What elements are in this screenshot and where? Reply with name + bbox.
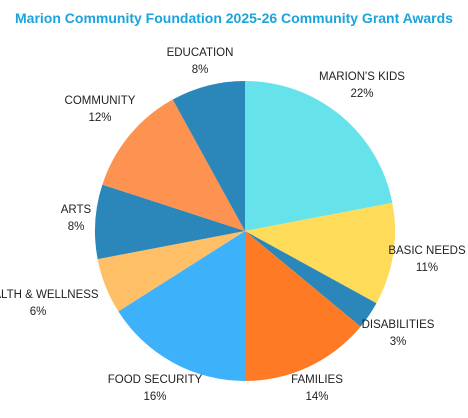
chart-title: Marion Community Foundation 2025-26 Comm… <box>15 10 453 26</box>
slice-label-disabilities: DISABILITIES <box>362 319 435 331</box>
pie-slice-basic-needs <box>245 202 395 304</box>
slice-label-basic-needs: BASIC NEEDS <box>388 245 466 257</box>
pie-labels: MARION'S KIDS 22% BASIC NEEDS 11% DISABILITI… <box>0 47 466 403</box>
pie-slices <box>95 80 395 381</box>
pie-slice-families <box>245 231 361 381</box>
slice-label-education: EDUCATION <box>167 47 234 59</box>
slice-value-arts: 8% <box>68 221 85 233</box>
slice-label-marion-s-kids: MARION'S KIDS <box>319 71 405 83</box>
pie-slice-health-and-wellness <box>97 231 245 312</box>
slice-label-families: FAMILIES <box>291 374 343 386</box>
pie-slice-arts <box>95 184 245 260</box>
pie-slice-community <box>102 99 245 231</box>
pie-slice-education <box>172 80 245 231</box>
slice-value-marion-s-kids: 22% <box>350 88 373 100</box>
slice-label-arts: ARTS <box>61 204 92 216</box>
slice-value-disabilities: 3% <box>390 336 407 348</box>
slice-label-food-security: FOOD SECURITY <box>108 374 203 386</box>
slice-value-health-and-wellness: 6% <box>30 306 47 318</box>
pie-slice-food-security <box>118 231 245 381</box>
slice-value-families: 14% <box>305 391 328 403</box>
pie-slice-marion-s-kids <box>245 81 393 231</box>
slice-value-food-security: 16% <box>143 391 166 403</box>
slice-label-health-and-wellness: HEALTH & WELLNESS <box>0 289 99 301</box>
slice-label-community: COMMUNITY <box>65 95 136 107</box>
slice-value-education: 8% <box>192 64 209 76</box>
slice-value-community: 12% <box>88 112 111 124</box>
slice-value-basic-needs: 11% <box>416 262 438 274</box>
pie-slice-disabilities <box>245 231 377 327</box>
